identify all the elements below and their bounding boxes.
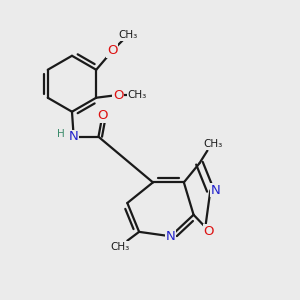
Text: N: N [211,184,220,197]
Text: O: O [204,225,214,238]
Text: CH₃: CH₃ [203,139,222,149]
Text: CH₃: CH₃ [127,90,146,100]
Text: N: N [69,130,78,143]
Text: H: H [57,129,65,140]
Text: CH₃: CH₃ [110,242,130,252]
Text: CH₃: CH₃ [119,30,138,40]
Text: N: N [166,230,176,243]
Text: O: O [113,89,124,102]
Text: O: O [107,44,118,57]
Text: O: O [98,109,108,122]
